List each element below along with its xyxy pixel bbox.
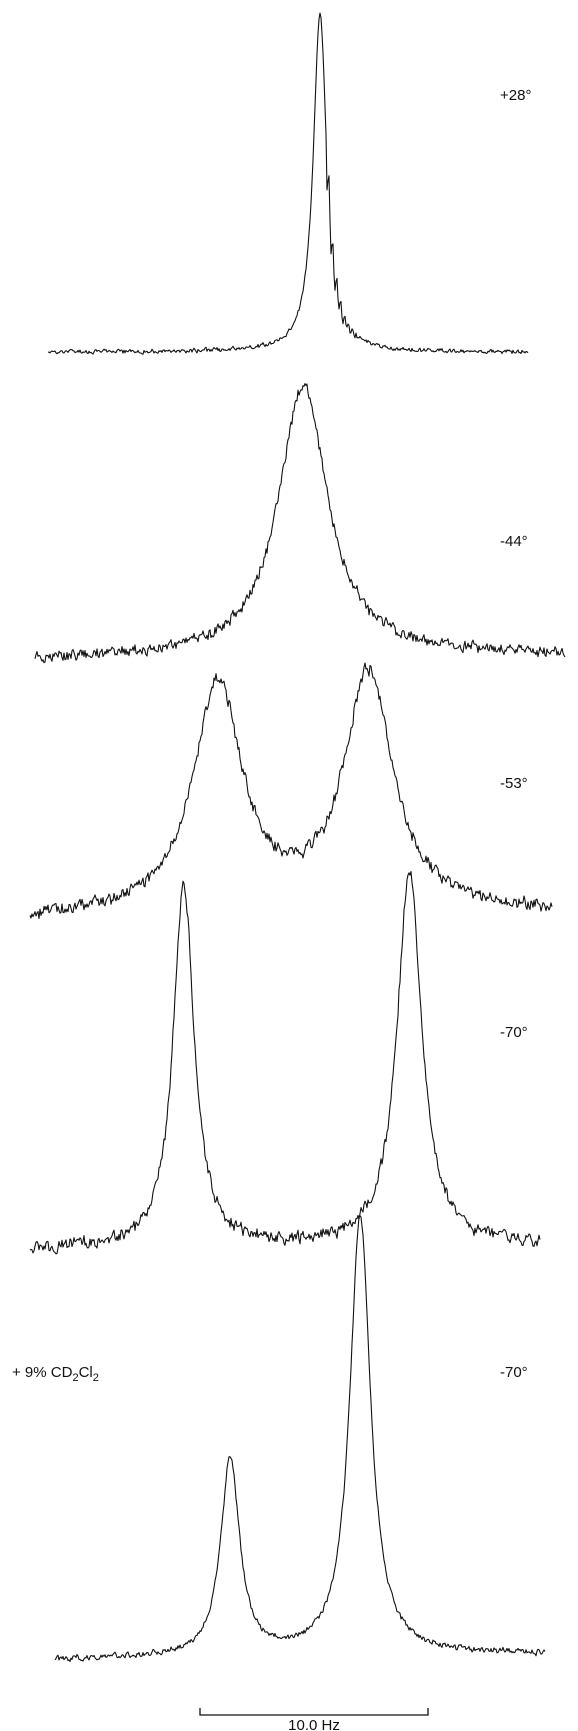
spectrum-trace-1 (47, 12, 529, 355)
spectrum-trace-5 (54, 1215, 546, 1663)
spectrum-trace-4 (29, 870, 541, 1255)
spectrum-trace-2 (34, 383, 566, 664)
scale-bar: 10.0 Hz (199, 1708, 429, 1731)
spectrum-traces (29, 12, 566, 1663)
spectrum-trace-3 (29, 662, 553, 920)
scale-bar-label: 10.0 Hz (288, 1717, 340, 1731)
temperature-label-4: -70° (500, 1024, 528, 1041)
temperature-label-2: -44° (500, 533, 528, 550)
temperature-label-5: -70° (500, 1364, 528, 1381)
temperature-label-1: +28° (500, 87, 531, 104)
solvent-annotation: + 9% CD2Cl2 (12, 1364, 99, 1384)
temperature-label-3: -53° (500, 775, 528, 792)
